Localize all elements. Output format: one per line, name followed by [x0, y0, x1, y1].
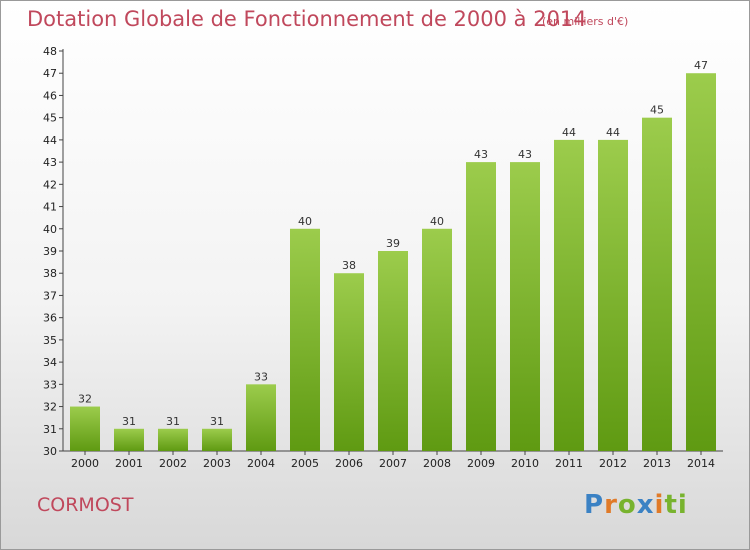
data-label: 32 — [78, 393, 92, 406]
bar-2006 — [334, 273, 364, 451]
y-tick-label: 43 — [43, 156, 57, 169]
logo-letter: P — [584, 490, 605, 520]
bar-2012 — [598, 139, 628, 451]
y-tick-label: 34 — [43, 356, 57, 369]
y-tick-label: 40 — [43, 223, 57, 236]
proxiti-logo: Proxiti — [584, 490, 688, 520]
bar-2004 — [246, 384, 276, 451]
bar-2013 — [642, 117, 672, 452]
y-tick-label: 30 — [43, 445, 57, 458]
x-tick-label: 2004 — [247, 457, 275, 470]
data-label: 39 — [386, 237, 400, 250]
y-tick-label: 42 — [43, 178, 57, 191]
y-tick-label: 35 — [43, 334, 57, 347]
bar-2007 — [378, 251, 408, 451]
y-tick-label: 47 — [43, 67, 57, 80]
data-label: 43 — [474, 148, 488, 161]
data-label: 38 — [342, 259, 356, 272]
y-tick-label: 46 — [43, 89, 57, 102]
bar-2005 — [290, 228, 320, 451]
data-label: 47 — [694, 59, 708, 72]
x-tick-label: 2012 — [599, 457, 627, 470]
y-tick-label: 31 — [43, 423, 57, 436]
data-label: 45 — [650, 104, 664, 117]
x-tick-label: 2002 — [159, 457, 187, 470]
data-label: 40 — [298, 215, 312, 228]
bar-2002 — [158, 428, 188, 451]
bar-2014 — [686, 73, 716, 451]
bar-2001 — [114, 428, 144, 451]
x-tick-label: 2001 — [115, 457, 143, 470]
x-tick-label: 2006 — [335, 457, 363, 470]
data-label: 44 — [562, 126, 576, 139]
x-tick-label: 2005 — [291, 457, 319, 470]
x-tick-label: 2009 — [467, 457, 495, 470]
logo-letter: x — [636, 490, 655, 520]
bar-2011 — [554, 139, 584, 451]
y-tick-label: 45 — [43, 112, 57, 125]
data-label: 43 — [518, 148, 532, 161]
x-tick-label: 2011 — [555, 457, 583, 470]
data-label: 31 — [166, 415, 180, 428]
y-tick-label: 38 — [43, 267, 57, 280]
y-tick-label: 32 — [43, 401, 57, 414]
logo-letter: r — [604, 490, 618, 520]
y-tick-label: 41 — [43, 201, 57, 214]
y-tick-label: 36 — [43, 312, 57, 325]
chart-subtitle: (en milliers d'€) — [542, 15, 629, 28]
y-tick-label: 48 — [43, 45, 57, 58]
data-label: 40 — [430, 215, 444, 228]
data-label: 44 — [606, 126, 620, 139]
y-tick-label: 39 — [43, 245, 57, 258]
bar-2008 — [422, 228, 452, 451]
bar-2010 — [510, 162, 540, 451]
x-tick-label: 2003 — [203, 457, 231, 470]
x-tick-label: 2000 — [71, 457, 99, 470]
logo-letter: i — [654, 490, 665, 520]
data-label: 33 — [254, 370, 268, 383]
data-label: 31 — [210, 415, 224, 428]
x-tick-label: 2013 — [643, 457, 671, 470]
x-tick-label: 2007 — [379, 457, 407, 470]
logo-letter: o — [617, 490, 637, 520]
data-label: 31 — [122, 415, 136, 428]
bar-2003 — [202, 428, 232, 451]
x-tick-label: 2010 — [511, 457, 539, 470]
commune-name: CORMOST — [37, 494, 134, 516]
bar-2009 — [466, 162, 496, 451]
y-tick-label: 33 — [43, 378, 57, 391]
bar-2000 — [70, 406, 100, 451]
chart-title: Dotation Globale de Fonctionnement de 20… — [27, 7, 587, 31]
x-tick-label: 2008 — [423, 457, 451, 470]
y-tick-label: 37 — [43, 289, 57, 302]
y-tick-label: 44 — [43, 134, 57, 147]
x-tick-label: 2014 — [687, 457, 715, 470]
logo-letter: ti — [664, 490, 688, 520]
